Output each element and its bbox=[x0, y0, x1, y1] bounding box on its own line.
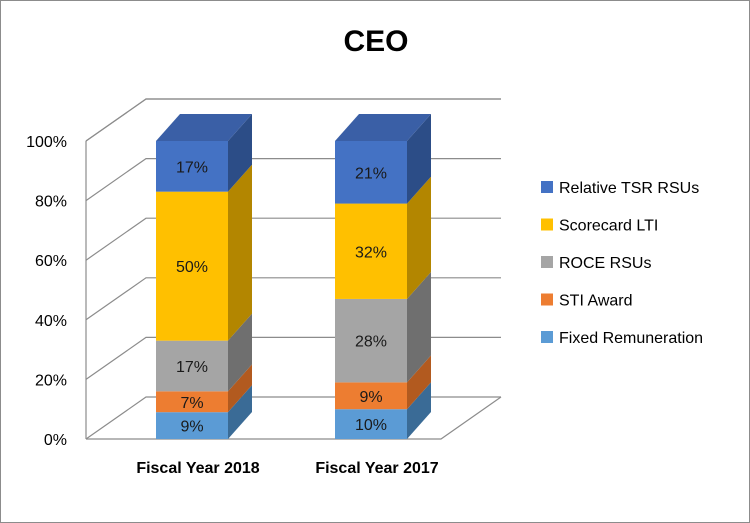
data-label: 50% bbox=[176, 259, 208, 276]
legend-label-scorecard-lti: Scorecard LTI bbox=[559, 218, 658, 235]
bar-scorecard-lti-1 bbox=[335, 203, 407, 299]
y-tick-label: 20% bbox=[35, 372, 67, 389]
y-tick-label: 80% bbox=[35, 194, 67, 211]
data-label: 17% bbox=[176, 359, 208, 376]
legend-swatch-roce-rsus bbox=[541, 256, 553, 268]
bar-side-sti-award-1 bbox=[407, 355, 431, 410]
x-category-label: Fiscal Year 2017 bbox=[315, 460, 438, 477]
bar-side-relative-tsr-rsus-1 bbox=[407, 114, 431, 204]
data-label: 9% bbox=[359, 389, 382, 406]
data-label: 10% bbox=[355, 417, 387, 434]
wall-top-edge bbox=[85, 98, 501, 142]
gridline bbox=[85, 277, 501, 321]
data-label: 32% bbox=[355, 244, 387, 261]
bars: 9% 7% 17% 50% 17% 10% 9% 28% 32% 21% bbox=[156, 114, 431, 439]
legend-label-roce-rsus: ROCE RSUs bbox=[559, 255, 651, 272]
legend-swatch-fixed-remuneration bbox=[541, 331, 553, 343]
gridline bbox=[85, 336, 501, 380]
data-label: 7% bbox=[180, 395, 203, 412]
bar-fixed-remuneration-0 bbox=[156, 412, 228, 439]
bar-scorecard-lti-0 bbox=[156, 191, 228, 341]
chart-title: CEO bbox=[343, 25, 408, 58]
y-tick-label: 0% bbox=[44, 432, 67, 449]
bar-top-0 bbox=[156, 114, 252, 141]
bar-fixed-remuneration-1 bbox=[335, 409, 407, 439]
legend: Relative TSR RSUs Scorecard LTI ROCE RSUs S… bbox=[541, 180, 703, 347]
y-axis: 0% 20% 40% 60% 80% 100% bbox=[26, 134, 67, 449]
bar-side-sti-award-0 bbox=[228, 364, 252, 413]
legend-label-sti-award: STI Award bbox=[559, 293, 633, 310]
data-label: 28% bbox=[355, 334, 387, 351]
bar-side-fixed-remuneration-0 bbox=[228, 385, 252, 439]
y-tick-label: 60% bbox=[35, 253, 67, 270]
bar-side-roce-rsus-1 bbox=[407, 271, 431, 383]
gridline bbox=[85, 98, 501, 142]
bar-roce-rsus-0 bbox=[156, 340, 228, 392]
gridline bbox=[85, 158, 501, 202]
bar-roce-rsus-1 bbox=[335, 298, 407, 383]
bar-side-fixed-remuneration-1 bbox=[407, 382, 431, 439]
gridline bbox=[85, 217, 501, 261]
y-tick-label: 40% bbox=[35, 313, 67, 330]
legend-swatch-sti-award bbox=[541, 293, 553, 306]
bar-side-scorecard-lti-1 bbox=[407, 176, 431, 299]
x-category-label: Fiscal Year 2018 bbox=[136, 460, 259, 477]
data-label: 17% bbox=[176, 159, 208, 176]
gridline bbox=[85, 396, 501, 440]
floor-edge bbox=[86, 396, 502, 440]
bar-side-scorecard-lti-0 bbox=[228, 164, 252, 341]
bar-relative-tsr-rsus-1 bbox=[335, 141, 407, 204]
data-label: 21% bbox=[355, 165, 387, 182]
bar-side-relative-tsr-rsus-0 bbox=[228, 114, 252, 192]
bar-sti-award-1 bbox=[335, 382, 407, 410]
bar-top-1 bbox=[335, 114, 431, 141]
x-axis: Fiscal Year 2018 Fiscal Year 2017 bbox=[136, 460, 438, 477]
data-label: 9% bbox=[180, 419, 203, 436]
legend-swatch-relative-tsr-rsus bbox=[541, 181, 553, 193]
legend-label-relative-tsr-rsus: Relative TSR RSUs bbox=[559, 180, 699, 197]
y-tick-label: 100% bbox=[26, 134, 67, 151]
bar-relative-tsr-rsus-0 bbox=[156, 141, 228, 192]
legend-swatch-scorecard-lti bbox=[541, 218, 553, 231]
bar-sti-award-0 bbox=[156, 391, 228, 413]
bar-side-roce-rsus-0 bbox=[228, 313, 252, 392]
legend-label-fixed-remuneration: Fixed Remuneration bbox=[559, 330, 703, 347]
gridlines bbox=[85, 98, 502, 440]
